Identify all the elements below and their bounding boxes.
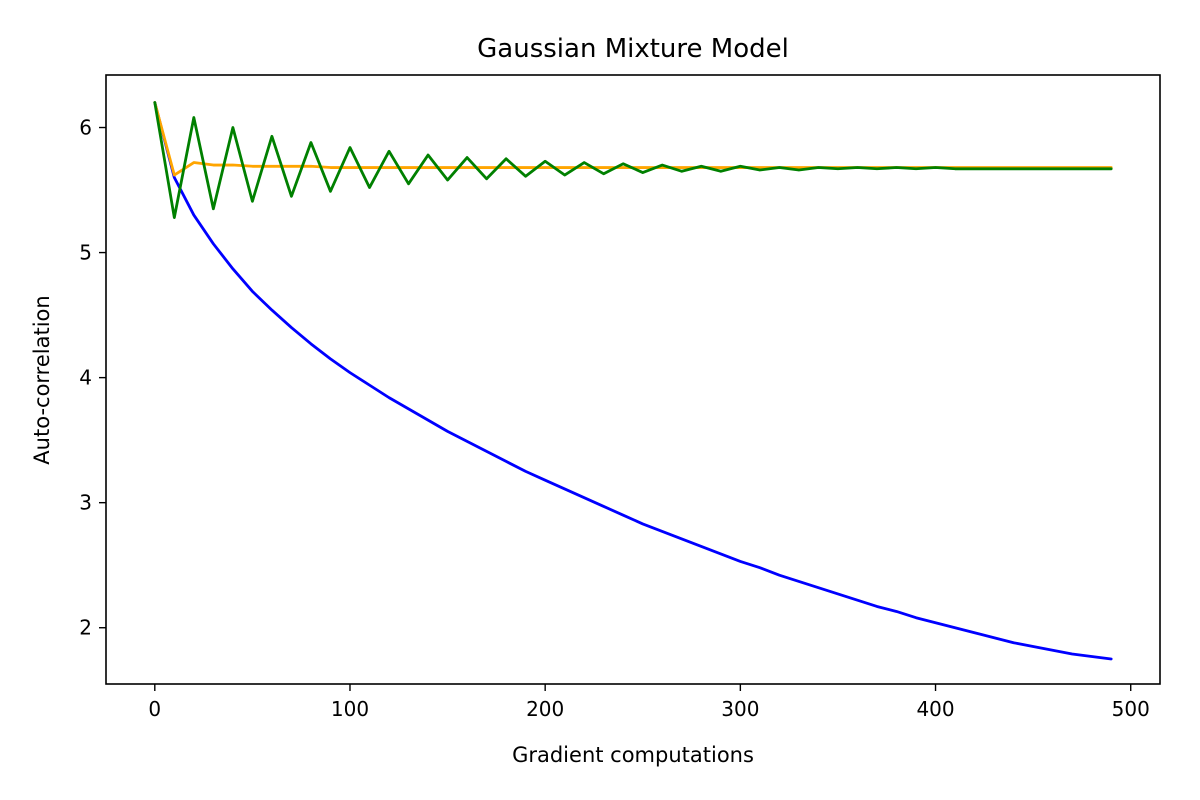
y-axis: 2 3 4 5 6 [79, 116, 106, 640]
series-line-2 [153, 101, 1113, 177]
plot-frame [105, 74, 1161, 685]
x-tick-label: 0 [148, 697, 161, 721]
x-tick-label: 200 [526, 697, 564, 721]
x-tick-label: 500 [1112, 697, 1150, 721]
chart-title: Gaussian Mixture Model [477, 34, 789, 64]
series-layer [153, 101, 1113, 661]
series-line-1 [153, 101, 1113, 661]
y-tick-label: 4 [79, 366, 92, 390]
x-axis: 0 100 200 300 400 500 [148, 684, 1150, 721]
y-tick-label: 6 [79, 116, 92, 140]
series-line-3 [153, 101, 1113, 219]
x-tick-label: 300 [721, 697, 759, 721]
y-axis-label: Auto-correlation [30, 295, 54, 464]
x-axis-label: Gradient computations [512, 743, 754, 767]
y-tick-label: 5 [79, 241, 92, 265]
x-tick-label: 100 [331, 697, 369, 721]
y-tick-label: 2 [79, 616, 92, 640]
y-tick-label: 3 [79, 491, 92, 515]
x-tick-label: 400 [916, 697, 954, 721]
